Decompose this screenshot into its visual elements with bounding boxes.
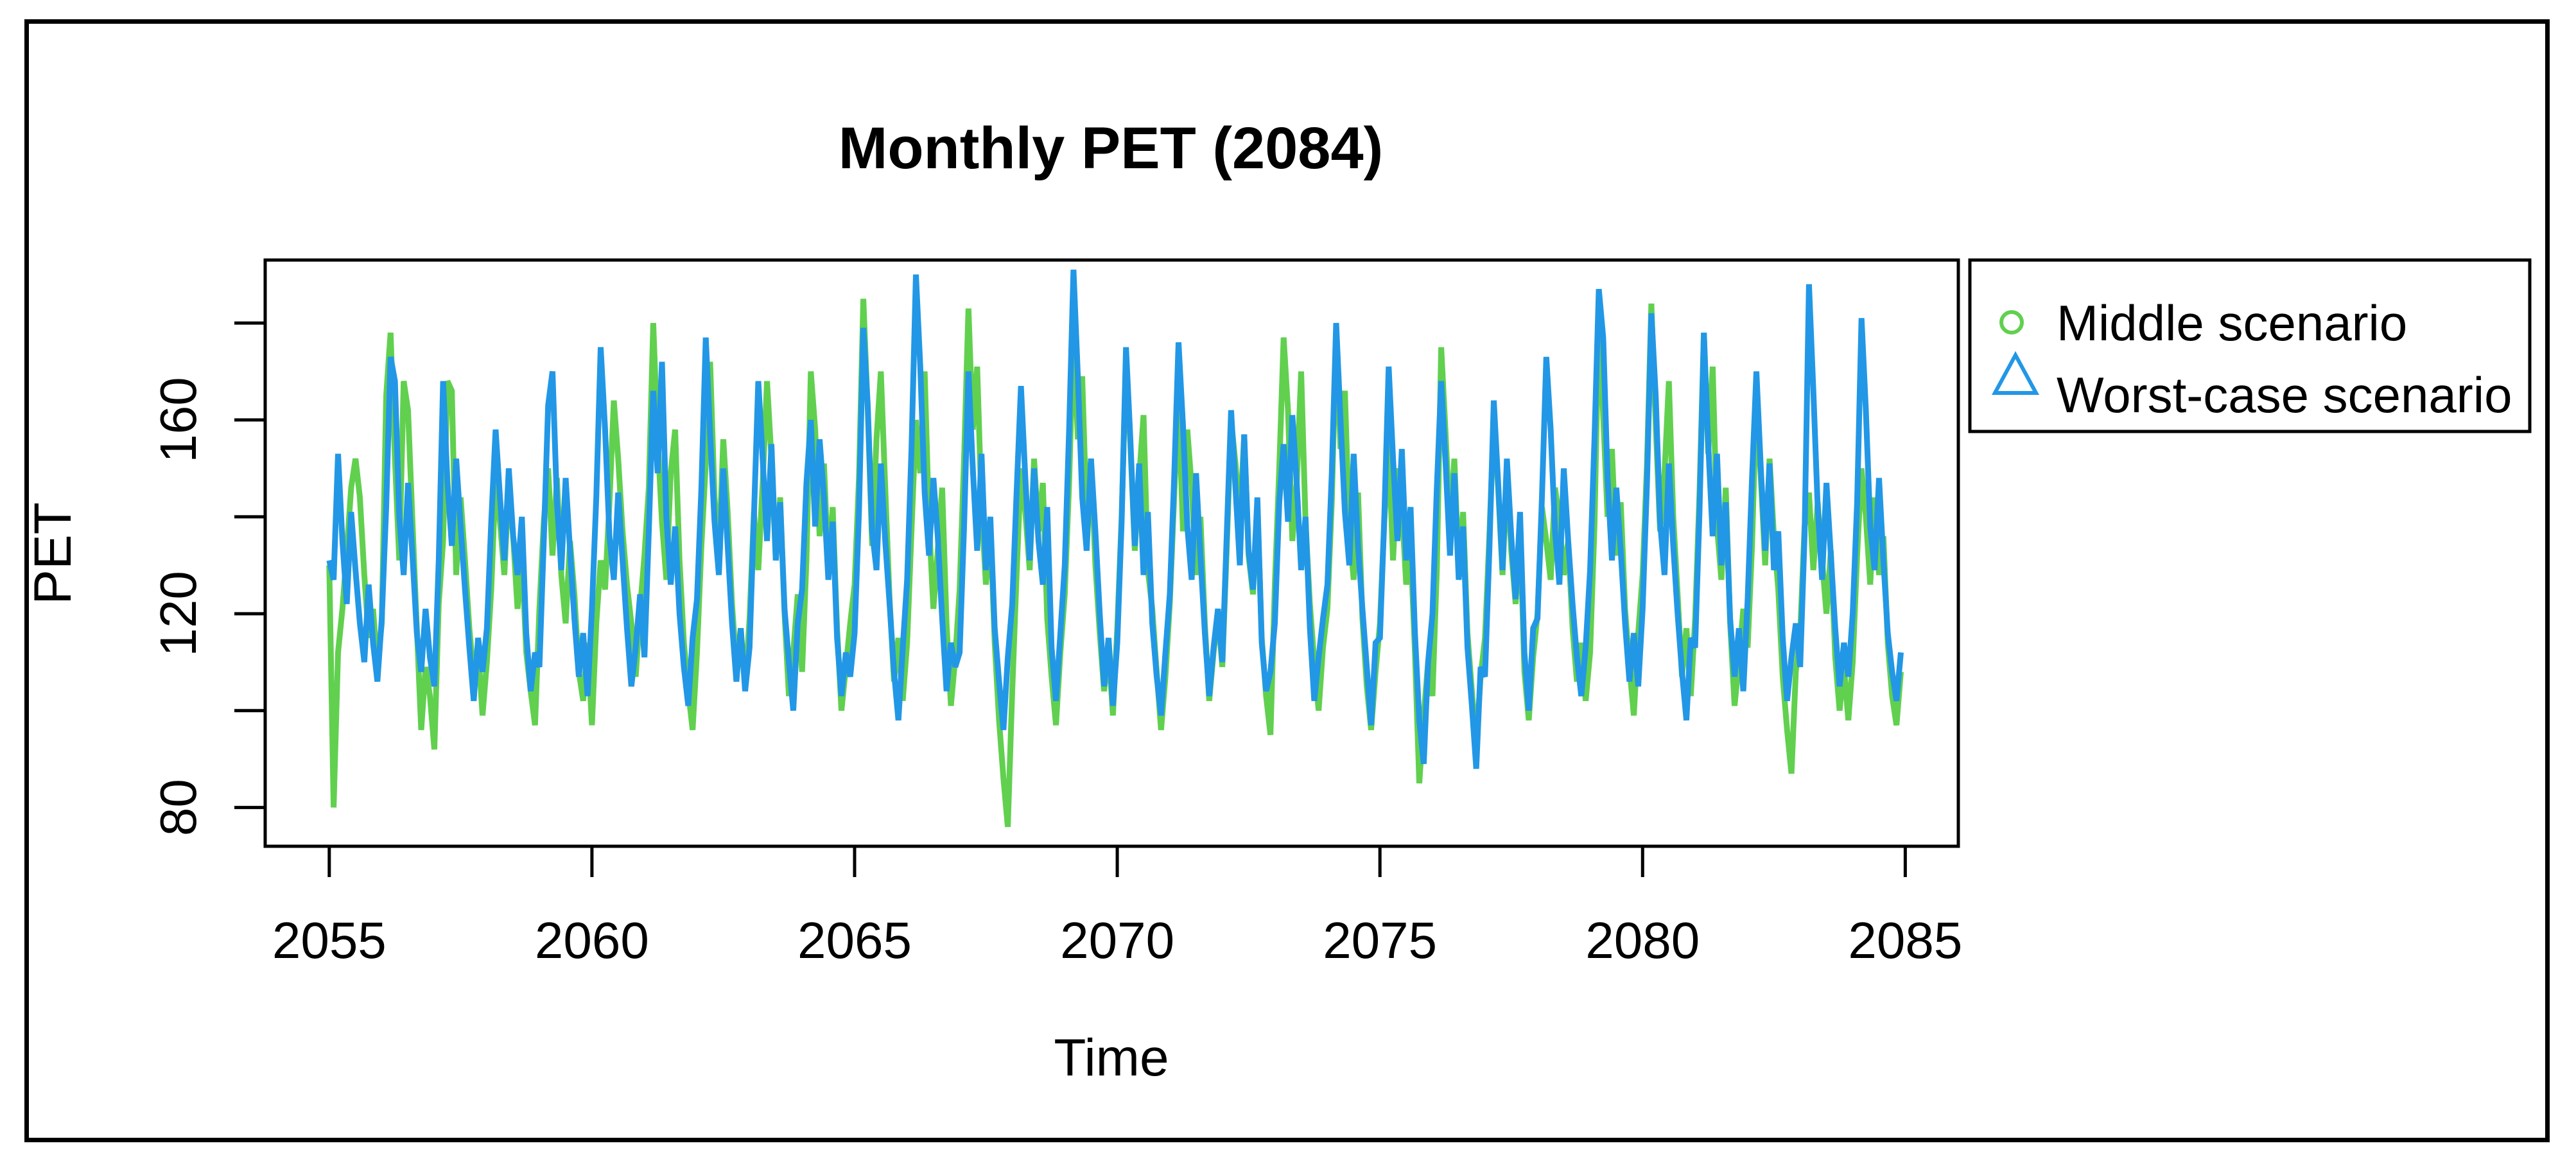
- x-tick-label: 2080: [1585, 912, 1700, 969]
- chart-title: Monthly PET (2084): [839, 116, 1384, 181]
- y-axis: 80 120 160: [150, 321, 265, 836]
- x-tick-label: 2060: [535, 912, 649, 969]
- y-axis-label: PET: [24, 502, 82, 604]
- y-tick-label: 160: [150, 377, 207, 462]
- x-tick-label: 2070: [1060, 912, 1174, 969]
- x-tick-label: 2065: [797, 912, 912, 969]
- x-tick-label: 2075: [1323, 912, 1437, 969]
- legend-label-middle: Middle scenario: [2057, 295, 2407, 351]
- legend-box: [1968, 258, 2532, 433]
- legend-label-worst: Worst-case scenario: [2057, 367, 2512, 423]
- x-tick-label: 2055: [272, 912, 387, 969]
- y-tick-label: 120: [150, 571, 207, 656]
- figure-border: [24, 19, 2550, 1142]
- series-line-worst-case: [326, 269, 1904, 769]
- x-axis-label: Time: [1054, 1029, 1169, 1087]
- plot-box: [263, 258, 1960, 848]
- x-axis: 2055 2060 2065 2070 2075 2080 2085: [272, 846, 1962, 969]
- legend: Middle scenario Worst-case scenario: [1968, 258, 2532, 433]
- y-tick-label: 80: [150, 779, 207, 836]
- series-lines: [326, 269, 1904, 828]
- x-tick-label: 2085: [1848, 912, 1962, 969]
- legend-marker-circle-icon: [1999, 310, 2024, 335]
- legend-marker-triangle-icon: [1991, 351, 2040, 395]
